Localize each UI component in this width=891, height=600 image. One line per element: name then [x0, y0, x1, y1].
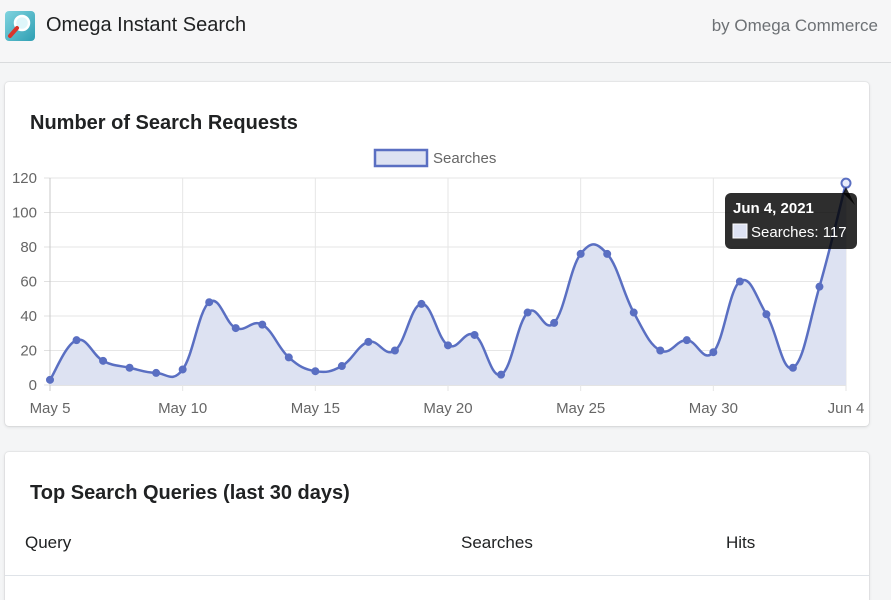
- y-tick-label: 80: [20, 239, 37, 256]
- data-point: [550, 318, 559, 327]
- data-point: [205, 298, 214, 307]
- y-tick-label: 20: [20, 343, 37, 360]
- data-point: [178, 365, 187, 374]
- data-point: [125, 363, 134, 372]
- data-point: [46, 375, 54, 384]
- data-point: [656, 346, 665, 355]
- data-point: [815, 282, 824, 291]
- publisher-label: by Omega Commerce: [711, 16, 878, 35]
- legend-label-searches: Searches: [433, 150, 496, 167]
- x-tick-label: May 30: [689, 400, 738, 417]
- data-point: [444, 341, 452, 350]
- data-point: [762, 310, 771, 319]
- data-point: [840, 177, 852, 189]
- search-requests-chart[interactable]: 0 20 40 60 80 100 120 May 5 May 10 May 15 May 20 Ma…: [5, 82, 869, 426]
- tooltip-swatch: [732, 223, 748, 239]
- data-point: [311, 367, 320, 376]
- legend-swatch-searches: [373, 148, 429, 168]
- tooltip-box: [725, 193, 857, 249]
- column-header-query[interactable]: Query: [25, 533, 72, 552]
- data-point: [682, 336, 691, 345]
- x-tick-label: May 20: [423, 400, 472, 417]
- series-line-searches: [48, 182, 848, 381]
- y-tick-label: 100: [12, 205, 37, 222]
- data-point: [390, 346, 399, 355]
- x-tick-label: May 25: [556, 400, 605, 417]
- data-point: [497, 370, 506, 379]
- data-point: [72, 336, 81, 345]
- y-tick-label: 60: [20, 274, 37, 291]
- tooltip-label: Searches: 117: [751, 224, 847, 241]
- column-header-searches[interactable]: Searches: [461, 533, 533, 552]
- data-point: [629, 308, 638, 317]
- data-point: [284, 353, 293, 362]
- y-tick-label: 0: [29, 377, 37, 394]
- data-point: [364, 337, 373, 346]
- data-point: [576, 249, 585, 258]
- data-point: [258, 320, 267, 329]
- data-point: [152, 368, 161, 377]
- search-requests-card: Number of Search Requests 0 20 40 60 80 100 12…: [5, 82, 869, 426]
- data-point: [523, 308, 532, 317]
- y-tick-label: 40: [20, 308, 37, 325]
- data-point: [99, 356, 108, 365]
- tooltip-caret: [843, 187, 855, 205]
- x-tick-label: Jun 4: [828, 400, 865, 417]
- data-point: [470, 330, 479, 339]
- magnifier-icon: [5, 11, 35, 41]
- data-point: [788, 363, 797, 372]
- data-point: [735, 277, 744, 286]
- x-tick-label: May 5: [30, 400, 71, 417]
- table-card-title: Top Search Queries (last 30 days): [30, 482, 350, 504]
- top-bar: Omega Instant Search by Omega Commerce: [0, 0, 891, 63]
- y-tick-label: 120: [12, 170, 37, 187]
- data-point: [337, 362, 346, 371]
- data-point: [231, 324, 240, 333]
- top-queries-card: Top Search Queries (last 30 days) Query …: [5, 452, 869, 600]
- data-point: [417, 299, 426, 308]
- chart-card-title: Number of Search Requests: [30, 112, 298, 134]
- data-point: [709, 348, 718, 357]
- app-title: Omega Instant Search: [46, 14, 247, 36]
- data-point: [603, 249, 612, 258]
- table-header-divider: [5, 575, 869, 576]
- series-area-searches: [50, 183, 846, 385]
- x-tick-label: May 10: [158, 400, 207, 417]
- tooltip-title: Jun 4, 2021: [733, 200, 814, 217]
- x-tick-label: May 15: [291, 400, 340, 417]
- column-header-hits[interactable]: Hits: [726, 533, 756, 552]
